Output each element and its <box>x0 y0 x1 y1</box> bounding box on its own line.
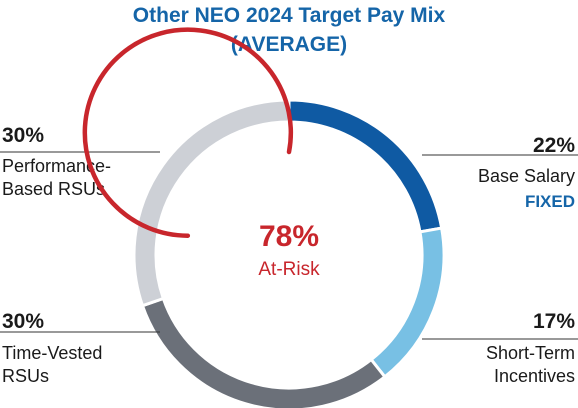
slice-base-salary <box>287 98 444 234</box>
slice-performance-based-rsus <box>132 98 291 308</box>
labels-group: 22% Base Salary 17% Short-Term Incentives 30%… <box>2 124 575 386</box>
chart-subtitle: (AVERAGE) <box>231 33 347 56</box>
category-label-time-vested-rsus-line-1: Time-Vested <box>2 343 102 363</box>
center-group: 78% At-Risk <box>82 27 320 280</box>
category-label-base-salary-line-1: Base Salary <box>478 166 575 186</box>
fixed-annotation: FIXED <box>525 192 575 211</box>
at-risk-label: At-Risk <box>258 259 320 280</box>
category-label-time-vested-rsus-line-2: RSUs <box>2 366 49 386</box>
category-label-short-term-incentives-line-1: Short-Term <box>486 343 575 363</box>
value-label-short-term-incentives: 17% <box>533 310 575 333</box>
category-label-performance-based-rsus-line-1: Performance- <box>2 156 111 176</box>
category-label-short-term-incentives-line-2: Incentives <box>494 366 575 386</box>
at-risk-arc <box>82 27 294 238</box>
category-label-performance-based-rsus-line-2: Based RSUs <box>2 179 105 199</box>
slice-time-vested-rsus <box>140 296 387 408</box>
value-label-time-vested-rsus: 30% <box>2 310 44 333</box>
slices-group <box>132 98 446 408</box>
chart-title: Other NEO 2024 Target Pay Mix <box>133 4 446 27</box>
leader-lines-group <box>0 151 578 340</box>
value-label-performance-based-rsus: 30% <box>2 124 44 147</box>
at-risk-value: 78% <box>259 220 319 253</box>
value-label-base-salary: 22% <box>533 134 575 157</box>
slice-short-term-incentives <box>369 226 446 379</box>
